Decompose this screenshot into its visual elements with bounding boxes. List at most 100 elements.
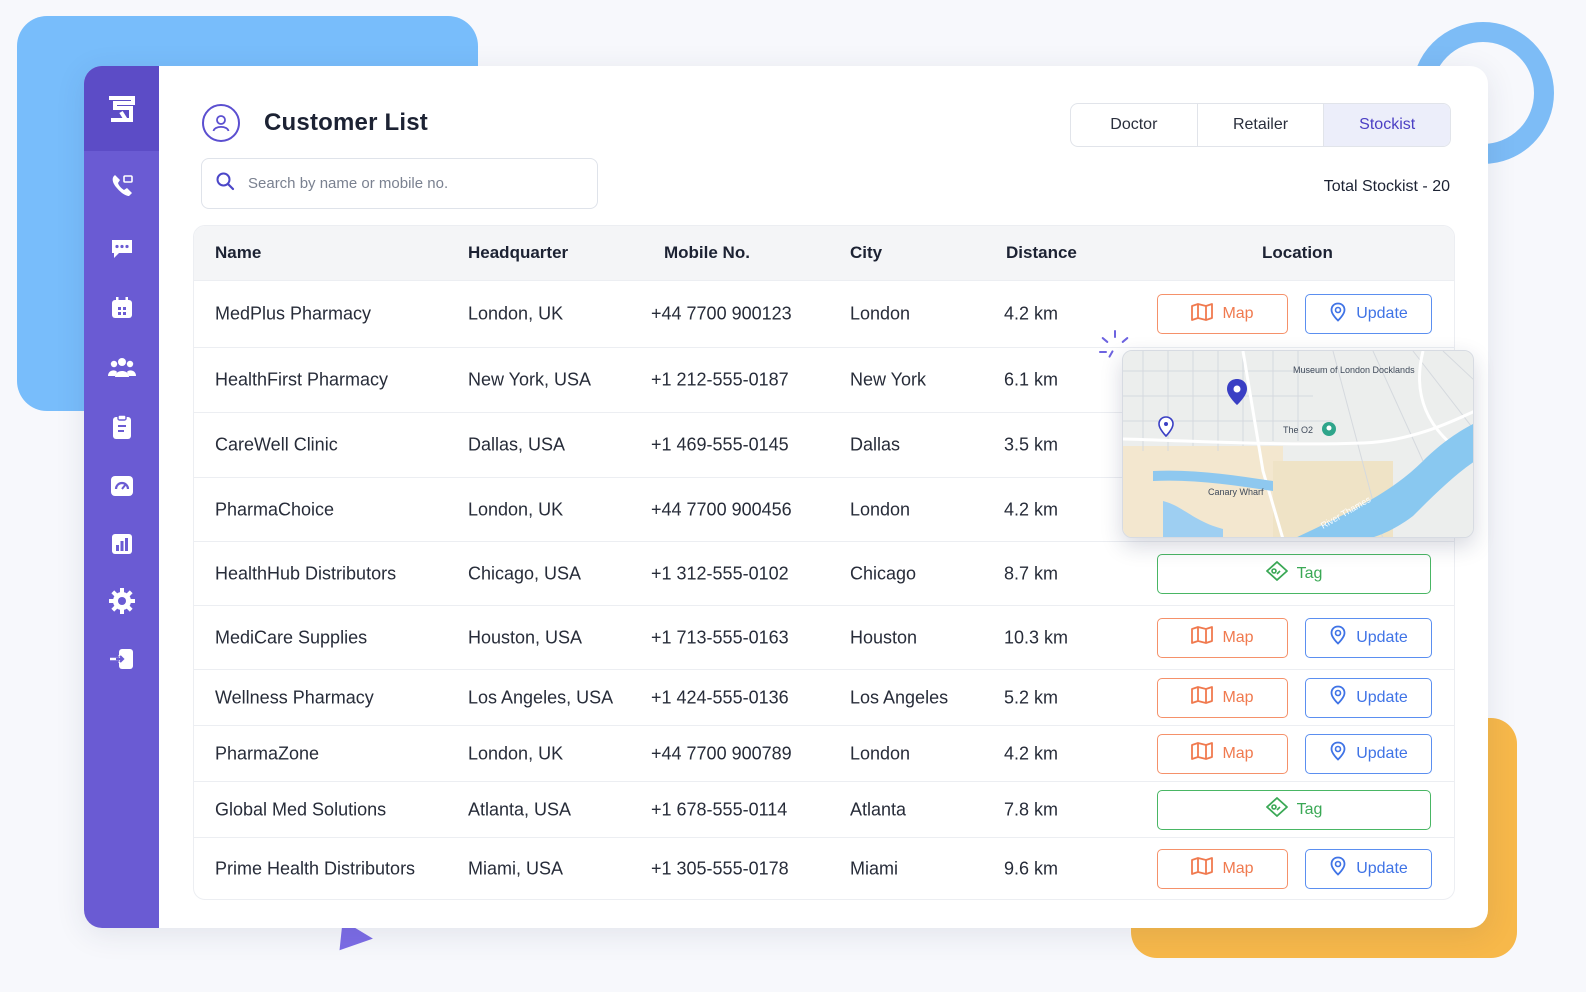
map-icon bbox=[1191, 626, 1222, 649]
logout-icon[interactable] bbox=[84, 639, 159, 679]
map-label-o2: The O2 bbox=[1283, 425, 1313, 435]
cell-distance: 5.2 km bbox=[1004, 687, 1059, 707]
cell-city: Houston bbox=[850, 627, 918, 647]
user-circle-icon bbox=[202, 104, 240, 142]
cell-headquarter: Chicago, USA bbox=[468, 563, 582, 583]
map-button-label: Map bbox=[1222, 305, 1254, 322]
cell-name: MedPlus Pharmacy bbox=[215, 303, 372, 324]
table-row: MedPlus Pharmacy London, UK +44 7700 90012… bbox=[194, 280, 1454, 347]
cell-mobile: +1 312-555-0102 bbox=[651, 563, 789, 583]
app-window: Customer List Doctor Retailer Stockist T… bbox=[84, 66, 1488, 928]
map-button[interactable]: Map bbox=[1157, 294, 1288, 334]
cell-mobile: +1 469-555-0145 bbox=[651, 434, 789, 455]
cell-distance: 10.3 km bbox=[1004, 627, 1069, 647]
tab-retailer[interactable]: Retailer bbox=[1198, 104, 1325, 146]
cell-name: Wellness Pharmacy bbox=[215, 687, 374, 707]
column-header-headquarter: Headquarter bbox=[468, 243, 569, 262]
location-pin-icon bbox=[1329, 302, 1356, 327]
update-button[interactable]: Update bbox=[1305, 617, 1432, 658]
update-button-label: Update bbox=[1356, 305, 1408, 322]
cell-name: Prime Health Distributors bbox=[215, 858, 416, 878]
settings-icon[interactable] bbox=[84, 581, 159, 621]
clipboard-icon[interactable] bbox=[84, 407, 159, 447]
cell-headquarter: Dallas, USA bbox=[468, 434, 566, 455]
cell-city: London bbox=[850, 743, 911, 763]
search-icon bbox=[215, 171, 235, 196]
cell-headquarter: London, UK bbox=[468, 303, 564, 324]
table-row: Wellness Pharmacy Los Angeles, USA +1 424-… bbox=[194, 669, 1454, 725]
cell-mobile: +44 7700 900789 bbox=[651, 743, 792, 763]
tag-button[interactable]: Tag bbox=[1157, 789, 1431, 830]
update-button[interactable]: Update bbox=[1305, 294, 1432, 334]
table-row: CareWell Clinic Dallas, USA +1 469-555-014… bbox=[194, 412, 1454, 477]
cell-city: Atlanta bbox=[850, 799, 907, 819]
map-icon bbox=[1191, 686, 1222, 709]
search-field[interactable] bbox=[201, 158, 598, 209]
cell-city: Miami bbox=[850, 858, 898, 878]
map-button-label: Map bbox=[1222, 628, 1254, 646]
map-label-museum: Museum of London Docklands bbox=[1293, 365, 1415, 375]
cell-headquarter: London, UK bbox=[468, 499, 564, 519]
update-button[interactable]: Update bbox=[1305, 848, 1432, 889]
cell-name: Global Med Solutions bbox=[215, 799, 387, 819]
map-preview: Museum of London Docklands The O2 Canary… bbox=[1123, 351, 1473, 537]
cell-mobile: +1 678-555-0114 bbox=[651, 799, 788, 819]
update-button[interactable]: Update bbox=[1305, 733, 1432, 774]
location-pin-icon bbox=[1329, 741, 1356, 766]
location-pin-icon bbox=[1329, 685, 1356, 710]
column-header-mobile: Mobile No. bbox=[664, 243, 750, 262]
cell-distance: 4.2 km bbox=[1004, 499, 1059, 519]
cell-mobile: +1 212-555-0187 bbox=[651, 369, 789, 390]
search-input[interactable] bbox=[248, 175, 568, 192]
cell-name: MediCare Supplies bbox=[215, 627, 368, 647]
tag-icon bbox=[1265, 797, 1297, 822]
cell-city: London bbox=[850, 303, 911, 324]
dashboard-icon[interactable] bbox=[84, 466, 159, 506]
update-button[interactable]: Update bbox=[1305, 677, 1432, 718]
chat-icon[interactable] bbox=[84, 228, 159, 268]
map-button[interactable]: Map bbox=[1157, 617, 1288, 658]
column-header-distance: Distance bbox=[1006, 243, 1077, 262]
map-button-label: Map bbox=[1222, 688, 1254, 706]
customer-table: Name Headquarter Mobile No. City Distanc… bbox=[193, 225, 1455, 900]
location-pin-icon bbox=[1329, 625, 1356, 650]
cell-city: New York bbox=[850, 369, 927, 390]
tab-stockist[interactable]: Stockist bbox=[1324, 104, 1450, 146]
column-header-location: Location bbox=[1262, 243, 1333, 262]
map-pin-outline-icon bbox=[1158, 416, 1174, 438]
map-button[interactable]: Map bbox=[1157, 848, 1288, 889]
cell-city: Los Angeles bbox=[850, 687, 949, 707]
column-header-city: City bbox=[850, 243, 883, 262]
calendar-icon[interactable] bbox=[84, 288, 159, 328]
phone-icon[interactable] bbox=[84, 166, 159, 206]
bar-chart-icon[interactable] bbox=[84, 524, 159, 564]
update-button-label: Update bbox=[1356, 744, 1408, 762]
cell-distance: 4.2 km bbox=[1004, 743, 1059, 763]
app-logo-icon[interactable] bbox=[84, 66, 159, 151]
map-icon bbox=[1191, 302, 1222, 326]
team-icon[interactable] bbox=[84, 347, 159, 387]
cell-distance: 3.5 km bbox=[1004, 434, 1059, 455]
cell-city: London bbox=[850, 499, 911, 519]
tag-button[interactable]: Tag bbox=[1157, 553, 1431, 594]
map-pin-icon bbox=[1227, 379, 1247, 405]
cell-mobile: +1 305-555-0178 bbox=[651, 858, 789, 878]
cell-distance: 8.7 km bbox=[1004, 563, 1059, 583]
cell-distance: 9.6 km bbox=[1004, 858, 1059, 878]
tab-doctor[interactable]: Doctor bbox=[1071, 104, 1198, 146]
cell-name: PharmaZone bbox=[215, 743, 320, 763]
cell-mobile: +1 713-555-0163 bbox=[651, 627, 789, 647]
table-row: PharmaChoice London, UK +44 7700 900456 Lon… bbox=[194, 477, 1454, 541]
table-row: PharmaZone London, UK +44 7700 900789 Londo… bbox=[194, 725, 1454, 781]
table-row: HealthHub Distributors Chicago, USA +1 312… bbox=[194, 541, 1454, 605]
map-preview-popup[interactable]: Museum of London Docklands The O2 Canary… bbox=[1122, 350, 1474, 538]
total-count: Total Stockist - 20 bbox=[1323, 178, 1450, 195]
map-button[interactable]: Map bbox=[1157, 733, 1288, 774]
cell-distance: 7.8 km bbox=[1004, 799, 1059, 819]
sidebar bbox=[84, 66, 159, 928]
map-button[interactable]: Map bbox=[1157, 677, 1288, 718]
table-header: Name Headquarter Mobile No. City Distanc… bbox=[194, 226, 1454, 280]
table-row: Global Med Solutions Atlanta, USA +1 678-5… bbox=[194, 781, 1454, 837]
cell-headquarter: Los Angeles, USA bbox=[468, 687, 614, 707]
cell-headquarter: Miami, USA bbox=[468, 858, 564, 878]
